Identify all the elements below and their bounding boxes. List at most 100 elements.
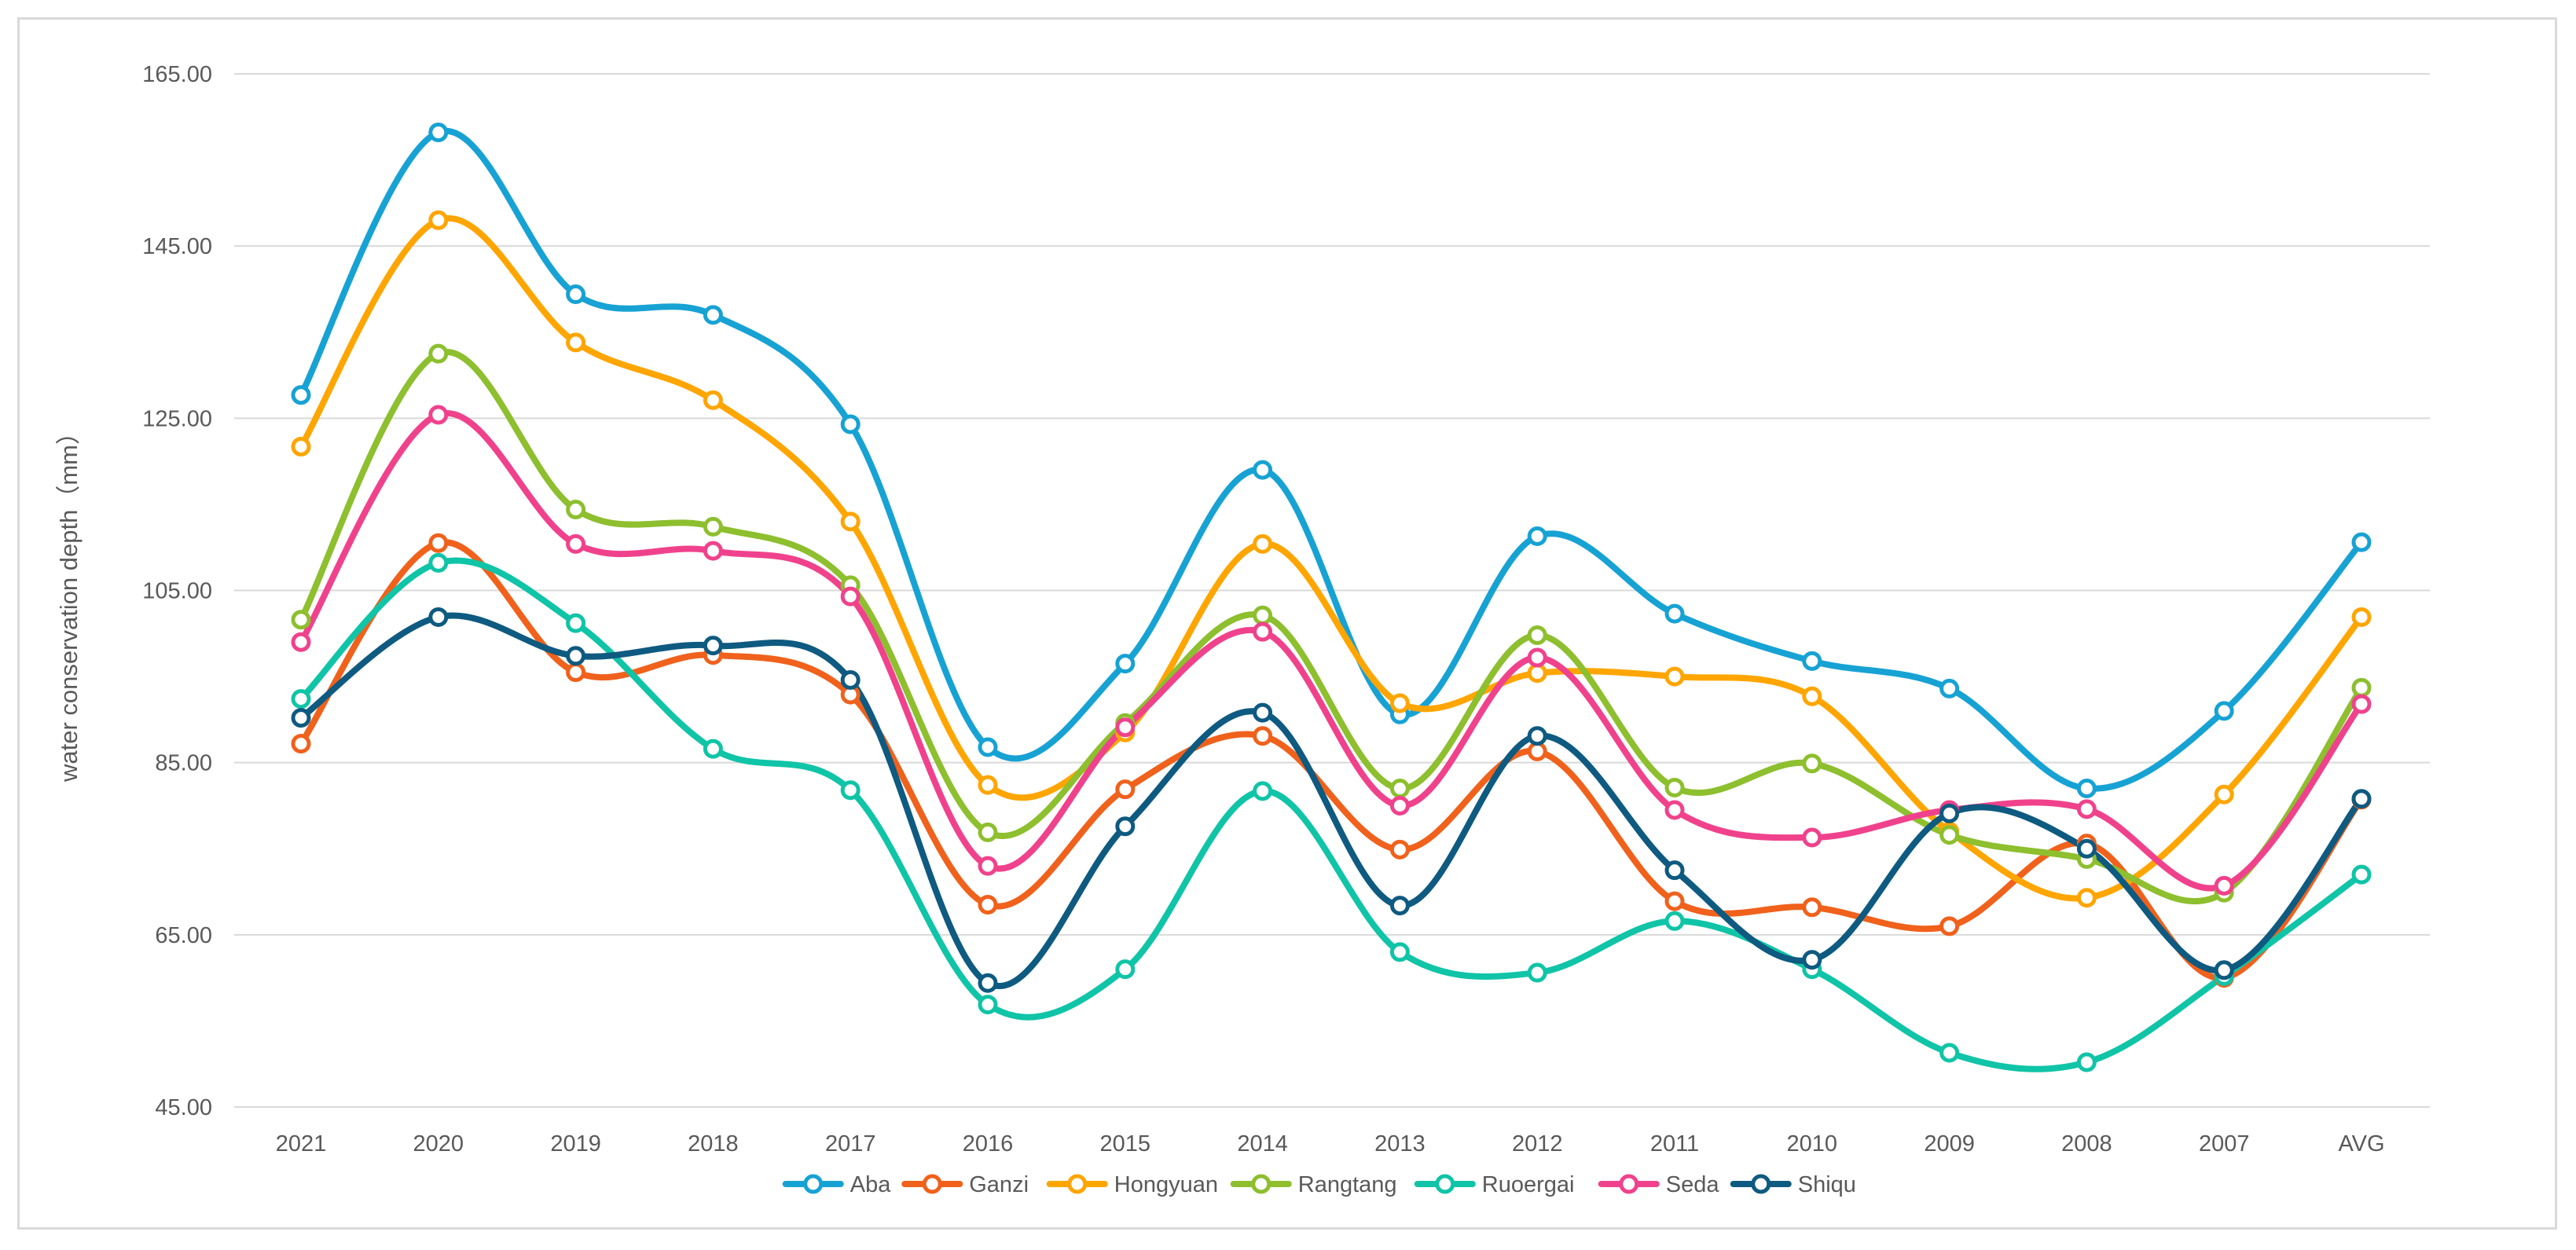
data-point-ganzi <box>1389 839 1410 860</box>
x-axis-ticks: 2021 2020 2019 2018 2017 2016 2015 2014 2013 2012… <box>276 1131 2385 1157</box>
data-point-shiqu <box>2214 960 2234 981</box>
y-tick-label: 45.00 <box>155 1095 212 1120</box>
data-point-seda <box>1802 827 1822 848</box>
legend-swatch-marker <box>1251 1174 1271 1194</box>
data-point-shiqu <box>1253 702 1273 723</box>
data-point-rangtang <box>1802 753 1822 774</box>
data-point-ruoergai <box>1115 959 1136 980</box>
x-tick-label: 2011 <box>1650 1131 1699 1157</box>
data-point-shiqu <box>291 708 311 728</box>
data-point-aba <box>1253 460 1273 480</box>
data-point-aba <box>2076 779 2097 799</box>
y-tick-label: 65.00 <box>155 923 212 948</box>
data-point-ruoergai <box>291 689 311 709</box>
data-point-shiqu <box>1115 816 1136 837</box>
legend-swatch-marker <box>1619 1174 1639 1194</box>
data-point-seda <box>2076 799 2097 819</box>
x-tick-label: 2014 <box>1237 1131 1288 1157</box>
legend-item-aba: Aba <box>782 1172 891 1197</box>
data-point-rangtang <box>1939 825 1960 845</box>
legend-item-ganzi: Ganzi <box>901 1172 1029 1197</box>
data-point-rangtang <box>291 610 311 630</box>
data-point-ganzi <box>1802 897 1822 918</box>
data-point-ruoergai <box>1527 962 1547 983</box>
legend-label: Ganzi <box>969 1172 1029 1197</box>
data-point-aba <box>840 414 861 434</box>
data-point-seda <box>1664 800 1685 820</box>
data-point-rangtang <box>1253 605 1273 625</box>
data-point-shiqu <box>840 669 861 690</box>
data-point-ganzi <box>566 662 586 683</box>
data-point-seda <box>1527 647 1547 668</box>
data-point-seda <box>291 632 311 652</box>
data-point-shiqu <box>2351 789 2372 809</box>
legend-item-ruoergai: Ruoergai <box>1414 1172 1575 1197</box>
x-tick-label: 2015 <box>1100 1131 1151 1157</box>
data-point-seda <box>428 405 449 425</box>
x-tick-label: 2018 <box>688 1131 739 1157</box>
data-point-ruoergai <box>703 739 723 759</box>
data-point-seda <box>703 541 723 561</box>
data-point-rangtang <box>566 499 586 519</box>
data-point-shiqu <box>1389 896 1410 916</box>
legend-label: Shiqu <box>1798 1172 1856 1197</box>
legend-item-hongyuan: Hongyuan <box>1046 1172 1218 1197</box>
data-point-aba <box>1527 526 1547 546</box>
series-line-seda <box>298 410 2365 892</box>
x-tick-label: 2009 <box>1924 1131 1975 1157</box>
legend-label: Seda <box>1666 1172 1720 1197</box>
data-point-aba <box>2351 532 2372 552</box>
legend-swatch-marker <box>803 1174 824 1194</box>
data-point-ruoergai <box>1389 942 1410 962</box>
x-tick-label: 2007 <box>2199 1131 2250 1157</box>
legend-item-rangtang: Rangtang <box>1230 1172 1397 1197</box>
data-point-aba <box>703 305 723 325</box>
y-tick-label: 85.00 <box>155 751 212 776</box>
legend-label: Ruoergai <box>1482 1172 1575 1197</box>
series-line-shiqu <box>298 612 2365 989</box>
data-point-rangtang <box>1527 625 1547 645</box>
data-point-ganzi <box>291 734 311 754</box>
data-point-ganzi <box>1527 741 1547 761</box>
data-point-shiqu <box>703 636 723 656</box>
y-tick-label: 145.00 <box>142 234 212 259</box>
legend-label: Rangtang <box>1298 1172 1397 1197</box>
data-point-ganzi <box>428 533 449 553</box>
data-point-seda <box>840 586 861 607</box>
x-tick-label: 2017 <box>825 1131 876 1157</box>
data-point-ganzi <box>1939 916 1960 937</box>
data-point-hongyuan <box>978 775 998 795</box>
legend-swatch-marker <box>1751 1174 1771 1194</box>
x-tick-label: 2010 <box>1787 1131 1838 1157</box>
data-point-aba <box>1664 603 1685 624</box>
data-point-hongyuan <box>2214 784 2234 805</box>
data-point-shiqu <box>1664 860 1685 881</box>
data-point-hongyuan <box>1802 686 1822 706</box>
legend-swatch-marker <box>1067 1174 1088 1194</box>
data-point-ruoergai <box>1939 1043 1960 1063</box>
data-point-hongyuan <box>566 332 586 353</box>
data-point-ruoergai <box>1253 781 1273 801</box>
x-tick-label: AVG <box>2338 1131 2384 1157</box>
data-point-aba <box>291 385 311 405</box>
data-point-aba <box>2214 701 2234 721</box>
data-point-aba <box>1939 678 1960 698</box>
legend: Aba Ganzi Hongyuan Rangtang Ruoergai Seda Shiq… <box>782 1172 1856 1197</box>
data-point-hongyuan <box>2076 888 2097 908</box>
data-point-hongyuan <box>2351 607 2372 627</box>
x-tick-label: 2020 <box>413 1131 464 1157</box>
y-tick-label: 125.00 <box>142 406 212 431</box>
data-point-shiqu <box>978 973 998 993</box>
data-point-hongyuan <box>428 210 449 230</box>
data-point-hongyuan <box>840 511 861 532</box>
data-point-hongyuan <box>1253 533 1273 554</box>
data-point-seda <box>978 856 998 876</box>
x-tick-label: 2008 <box>2061 1131 2112 1157</box>
data-point-hongyuan <box>1389 693 1410 713</box>
data-point-aba <box>1802 651 1822 671</box>
data-point-aba <box>978 737 998 757</box>
data-point-hongyuan <box>291 436 311 456</box>
data-point-ganzi <box>1115 779 1136 800</box>
data-point-ruoergai <box>1664 911 1685 931</box>
data-point-ganzi <box>1664 891 1685 911</box>
